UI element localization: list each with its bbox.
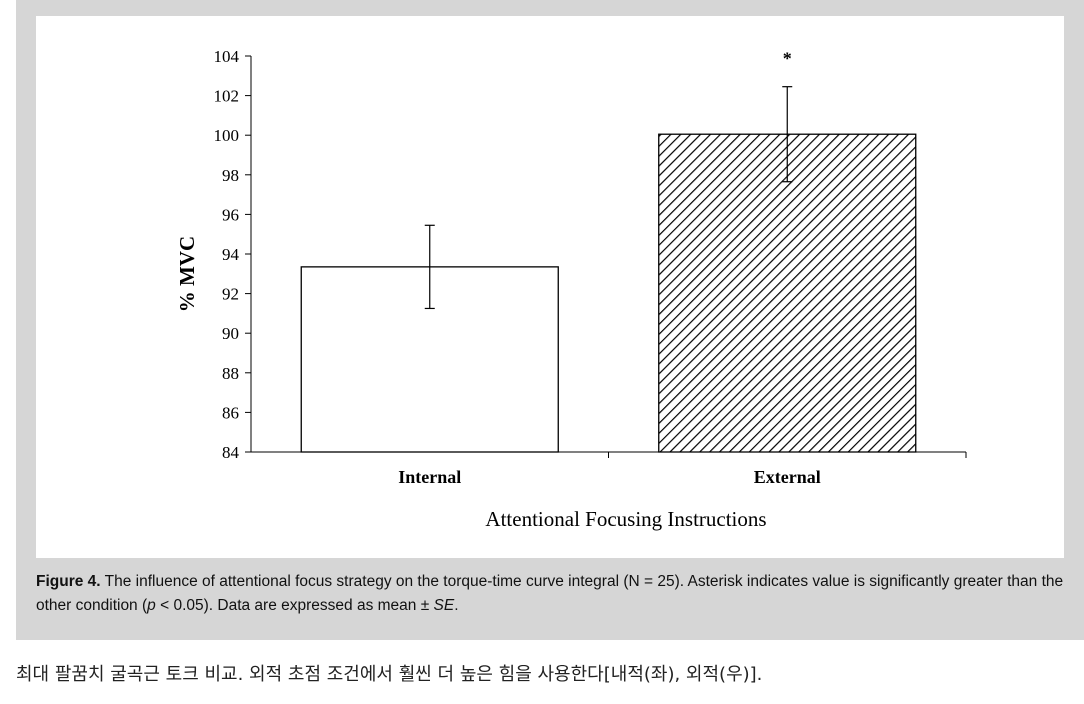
caption-p-symbol: p xyxy=(147,597,156,614)
y-tick-label: 88 xyxy=(222,364,239,383)
caption-se: SE xyxy=(433,597,455,614)
korean-description: 최대 팔꿈치 굴곡근 토크 비교. 외적 초점 조건에서 훨씬 더 높은 힘을 … xyxy=(16,664,763,685)
caption-figure-label: Figure 4. xyxy=(36,573,101,590)
x-category-label: External xyxy=(754,467,821,487)
figure-panel: 84 86 88 90 92 94 96 98 100 102 104 * Internal Exte… xyxy=(16,0,1084,640)
y-tick-label: 86 xyxy=(222,403,239,422)
x-axis: Internal External xyxy=(251,451,967,487)
x-category-label: Internal xyxy=(398,467,461,487)
bar-chart: 84 86 88 90 92 94 96 98 100 102 104 * Internal Exte… xyxy=(175,47,967,531)
caption-p-rest: < 0.05). Data are expressed as mean ± xyxy=(155,597,434,614)
figure-caption: Figure 4. The influence of attentional f… xyxy=(36,570,1066,618)
y-tick-label: 98 xyxy=(222,166,239,185)
y-tick-label: 102 xyxy=(214,87,240,106)
significance-asterisk: * xyxy=(783,49,792,69)
plot-area: 84 86 88 90 92 94 96 98 100 102 104 * Internal Exte… xyxy=(36,16,1064,558)
y-tick-label: 92 xyxy=(222,285,239,304)
y-tick-label: 94 xyxy=(222,245,240,264)
bars: * xyxy=(300,49,917,453)
y-tick-label: 90 xyxy=(222,324,239,343)
y-tick-label: 84 xyxy=(222,443,240,462)
y-axis-title: % MVC xyxy=(175,236,199,312)
caption-text: The influence of attentional focus strat… xyxy=(36,573,1064,614)
y-tick-label: 104 xyxy=(214,47,240,66)
x-axis-title: Attentional Focusing Instructions xyxy=(485,507,766,531)
caption-end: . xyxy=(454,597,459,614)
y-tick-label: 100 xyxy=(214,126,240,145)
bar-external xyxy=(658,133,917,453)
y-axis: 84 86 88 90 92 94 96 98 100 102 104 xyxy=(214,47,252,462)
y-tick-label: 96 xyxy=(222,205,239,224)
